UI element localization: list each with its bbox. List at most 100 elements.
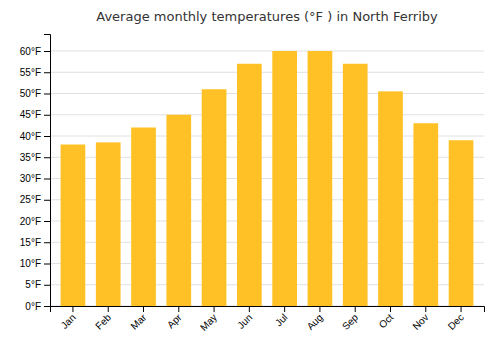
x-tick: Mar (128, 306, 148, 332)
y-tick: 55°F (20, 67, 50, 78)
x-tick-mark (214, 306, 215, 312)
bar (131, 128, 156, 307)
y-tick: 25°F (20, 194, 50, 205)
x-tick-label: Feb (93, 311, 113, 331)
y-tick-mark (44, 242, 50, 243)
bar (413, 123, 438, 306)
y-tick-mark (44, 221, 50, 222)
x-tick-mark (72, 306, 73, 312)
x-tick: Apr (165, 306, 184, 330)
x-tick-mark (461, 306, 462, 312)
y-tick-label: 10°F (20, 258, 41, 269)
x-tick: Feb (93, 306, 113, 332)
x-tick-label: Apr (165, 311, 184, 330)
y-tick-mark (44, 115, 50, 116)
y-tick-mark (44, 285, 50, 286)
x-axis: Jan Feb Mar Apr May Jun Jul Aug Sep Oct Nov Dec (51, 306, 485, 333)
x-tick: Jan (59, 306, 78, 331)
grid-line (50, 72, 484, 73)
x-tick-label: Sep (340, 311, 361, 332)
y-tick: 15°F (20, 237, 50, 248)
x-tick: Jul (273, 306, 290, 328)
y-tick: 5°F (25, 279, 50, 290)
y-tick: 35°F (20, 152, 50, 163)
grid-line (50, 51, 484, 52)
x-tick-label: Nov (410, 312, 430, 332)
x-tick-label: May (198, 312, 219, 333)
y-tick-mark (44, 94, 50, 95)
x-tick-mark (425, 306, 426, 312)
x-tick: Jun (235, 306, 254, 331)
x-tick: Dec (446, 306, 466, 332)
bar (61, 145, 86, 307)
bar (343, 64, 368, 306)
y-axis: 0°F 5°F 10°F 15°F 20°F 25°F 30°F 35°F 40°F 45°F 50… (20, 35, 51, 312)
x-tick-mark (178, 306, 179, 312)
bar (378, 91, 403, 306)
y-tick-label: 15°F (20, 237, 41, 248)
x-tick: Oct (377, 306, 396, 330)
y-tick-label: 50°F (20, 88, 41, 99)
y-tick-label: 30°F (20, 173, 41, 184)
bar (308, 51, 333, 306)
x-tick-label: Jul (273, 312, 290, 329)
y-tick-label: 5°F (25, 279, 41, 290)
grid-line (50, 93, 484, 94)
bar (272, 51, 297, 306)
x-tick-mark (284, 306, 285, 312)
x-tick-mark (143, 306, 144, 312)
y-tick: 50°F (20, 88, 50, 99)
bar (202, 89, 227, 306)
y-tick-label: 20°F (20, 216, 41, 227)
x-tick-mark (390, 306, 391, 312)
x-tick: May (198, 306, 219, 333)
chart-container: 0°F 5°F 10°F 15°F 20°F 25°F 30°F 35°F 40°F 45°F 50… (0, 0, 500, 350)
y-tick: 10°F (20, 258, 50, 269)
x-tick-label: Jan (59, 312, 78, 331)
y-tick: 45°F (20, 109, 50, 120)
x-tick: Aug (305, 306, 325, 332)
x-tick-mark (355, 306, 356, 312)
y-tick: 30°F (20, 173, 50, 184)
bar (166, 115, 191, 306)
y-tick-label: 45°F (20, 109, 41, 120)
y-tick-label: 55°F (20, 67, 41, 78)
bar (96, 142, 121, 306)
y-tick: 20°F (20, 216, 50, 227)
y-tick: 60°F (20, 46, 50, 57)
y-tick-mark (44, 157, 50, 158)
y-tick-label: 25°F (20, 194, 41, 205)
y-tick-mark (44, 306, 50, 307)
grid-line (50, 114, 484, 115)
y-tick-mark (44, 264, 50, 265)
bar (449, 140, 474, 306)
x-tick-label: Mar (128, 311, 148, 331)
y-tick-mark (44, 200, 50, 201)
y-tick-mark (44, 179, 50, 180)
y-tick-mark (44, 72, 50, 73)
y-tick-mark (44, 51, 50, 52)
x-tick-mark (319, 306, 320, 312)
y-tick-mark (44, 136, 50, 137)
x-tick-mark (249, 306, 250, 312)
chart-title: Average monthly temperatures (°F ) in No… (96, 9, 438, 24)
y-tick-label: 60°F (20, 46, 41, 57)
bar (237, 64, 262, 306)
y-tick-label: 0°F (25, 301, 41, 312)
x-tick-mark (108, 306, 109, 312)
y-tick: 0°F (25, 301, 50, 312)
chart-svg: 0°F 5°F 10°F 15°F 20°F 25°F 30°F 35°F 40°F 45°F 50… (0, 0, 500, 350)
x-tick-label: Aug (305, 312, 325, 332)
x-tick-label: Jun (235, 312, 254, 331)
y-tick-label: 40°F (20, 131, 41, 142)
x-tick-label: Oct (377, 312, 396, 331)
plot-area (61, 51, 474, 306)
y-tick-label: 35°F (20, 152, 41, 163)
y-axis-line (44, 35, 51, 307)
grid (50, 51, 484, 306)
x-axis-line (51, 307, 485, 313)
x-tick: Sep (340, 306, 361, 332)
y-tick: 40°F (20, 131, 50, 142)
x-tick-label: Dec (446, 312, 466, 332)
x-tick: Nov (410, 306, 430, 332)
